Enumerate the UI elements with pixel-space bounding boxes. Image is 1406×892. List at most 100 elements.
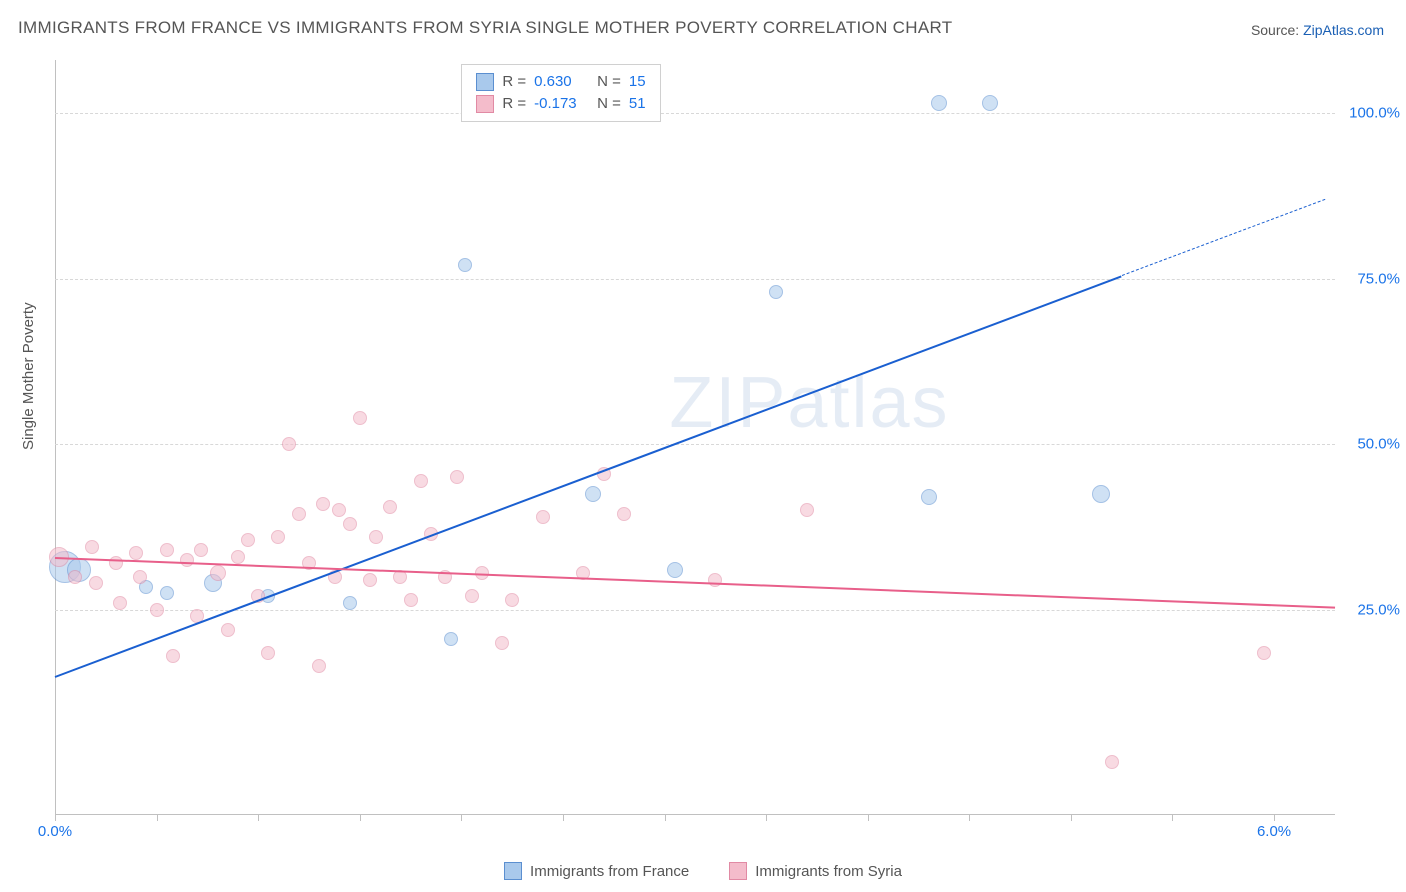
- x-tick-mark: [1274, 815, 1275, 821]
- scatter-point-france: [769, 285, 783, 299]
- gridline-horizontal: [55, 279, 1335, 280]
- x-axis-line: [55, 814, 1335, 815]
- legend-swatch-icon: [476, 95, 494, 113]
- legend-stats-box: R = 0.630 N = 15 R = -0.173 N = 51: [461, 64, 660, 122]
- scatter-point-syria: [68, 570, 82, 584]
- scatter-point-syria: [129, 546, 143, 560]
- scatter-point-syria: [180, 553, 194, 567]
- x-tick-mark: [157, 815, 158, 821]
- scatter-point-syria: [85, 540, 99, 554]
- scatter-point-syria: [369, 530, 383, 544]
- legend-item-label: Immigrants from Syria: [755, 863, 902, 880]
- scatter-point-syria: [150, 603, 164, 617]
- scatter-point-france: [160, 586, 174, 600]
- y-axis-label: Single Mother Poverty: [20, 302, 37, 450]
- x-tick-label: 6.0%: [1257, 823, 1291, 840]
- legend-stats-row: R = -0.173 N = 51: [476, 93, 645, 115]
- y-tick-label: 25.0%: [1357, 601, 1400, 618]
- scatter-point-france: [1092, 485, 1110, 503]
- scatter-point-syria: [316, 497, 330, 511]
- plot-area: ZIPatlas 25.0%50.0%75.0%100.0%0.0%6.0%R …: [55, 60, 1335, 815]
- legend-item: Immigrants from France: [504, 862, 689, 880]
- scatter-point-syria: [414, 474, 428, 488]
- scatter-point-france: [458, 258, 472, 272]
- legend-n-label: N =: [597, 93, 621, 115]
- scatter-point-syria: [160, 543, 174, 557]
- scatter-point-syria: [495, 636, 509, 650]
- scatter-point-syria: [166, 649, 180, 663]
- source-link[interactable]: ZipAtlas.com: [1303, 22, 1384, 38]
- x-tick-mark: [461, 815, 462, 821]
- legend-stats-row: R = 0.630 N = 15: [476, 71, 645, 93]
- x-tick-mark: [766, 815, 767, 821]
- scatter-point-syria: [383, 500, 397, 514]
- scatter-point-france: [343, 596, 357, 610]
- scatter-point-france: [444, 632, 458, 646]
- y-tick-label: 75.0%: [1357, 270, 1400, 287]
- scatter-point-syria: [231, 550, 245, 564]
- legend-bottom: Immigrants from France Immigrants from Sy…: [0, 862, 1406, 880]
- scatter-point-syria: [353, 411, 367, 425]
- legend-r-label: R =: [502, 71, 526, 93]
- legend-n-value: 51: [629, 93, 646, 115]
- x-tick-mark: [1172, 815, 1173, 821]
- scatter-point-syria: [800, 503, 814, 517]
- legend-swatch-icon: [476, 73, 494, 91]
- x-tick-mark: [868, 815, 869, 821]
- x-tick-mark: [258, 815, 259, 821]
- scatter-point-france: [931, 95, 947, 111]
- legend-swatch-icon: [729, 862, 747, 880]
- x-tick-mark: [1071, 815, 1072, 821]
- source-credit: Source: ZipAtlas.com: [1251, 22, 1384, 38]
- scatter-point-syria: [241, 533, 255, 547]
- x-tick-mark: [360, 815, 361, 821]
- x-tick-mark: [563, 815, 564, 821]
- scatter-point-syria: [89, 576, 103, 590]
- scatter-point-syria: [271, 530, 285, 544]
- scatter-point-syria: [210, 565, 226, 581]
- watermark-text: ZIPatlas: [669, 362, 949, 444]
- trendline-syria: [55, 557, 1335, 609]
- scatter-point-syria: [617, 507, 631, 521]
- legend-r-label: R =: [502, 93, 526, 115]
- scatter-point-france: [982, 95, 998, 111]
- gridline-horizontal: [55, 610, 1335, 611]
- chart-title: IMMIGRANTS FROM FRANCE VS IMMIGRANTS FRO…: [18, 18, 952, 38]
- scatter-point-syria: [292, 507, 306, 521]
- x-tick-mark: [969, 815, 970, 821]
- scatter-point-syria: [465, 589, 479, 603]
- legend-r-value: -0.173: [534, 93, 589, 115]
- scatter-point-syria: [261, 646, 275, 660]
- scatter-point-syria: [536, 510, 550, 524]
- scatter-point-syria: [332, 503, 346, 517]
- legend-n-value: 15: [629, 71, 646, 93]
- trendline-france: [55, 275, 1122, 678]
- legend-n-label: N =: [597, 71, 621, 93]
- legend-swatch-icon: [504, 862, 522, 880]
- legend-item-label: Immigrants from France: [530, 863, 689, 880]
- y-axis-line: [55, 60, 56, 815]
- scatter-point-france: [585, 486, 601, 502]
- y-tick-label: 50.0%: [1357, 436, 1400, 453]
- scatter-point-france: [921, 489, 937, 505]
- scatter-point-syria: [282, 437, 296, 451]
- scatter-point-syria: [113, 596, 127, 610]
- legend-item: Immigrants from Syria: [729, 862, 902, 880]
- scatter-point-france: [667, 562, 683, 578]
- scatter-point-syria: [363, 573, 377, 587]
- x-tick-mark: [55, 815, 56, 821]
- scatter-point-syria: [194, 543, 208, 557]
- gridline-horizontal: [55, 444, 1335, 445]
- trendline-dash-france: [1121, 199, 1325, 276]
- x-tick-label: 0.0%: [38, 823, 72, 840]
- scatter-point-syria: [133, 570, 147, 584]
- legend-r-value: 0.630: [534, 71, 589, 93]
- scatter-point-syria: [404, 593, 418, 607]
- scatter-point-syria: [1105, 755, 1119, 769]
- scatter-point-syria: [221, 623, 235, 637]
- y-tick-label: 100.0%: [1349, 104, 1400, 121]
- scatter-point-syria: [312, 659, 326, 673]
- gridline-horizontal: [55, 113, 1335, 114]
- source-label: Source:: [1251, 22, 1303, 38]
- scatter-point-syria: [450, 470, 464, 484]
